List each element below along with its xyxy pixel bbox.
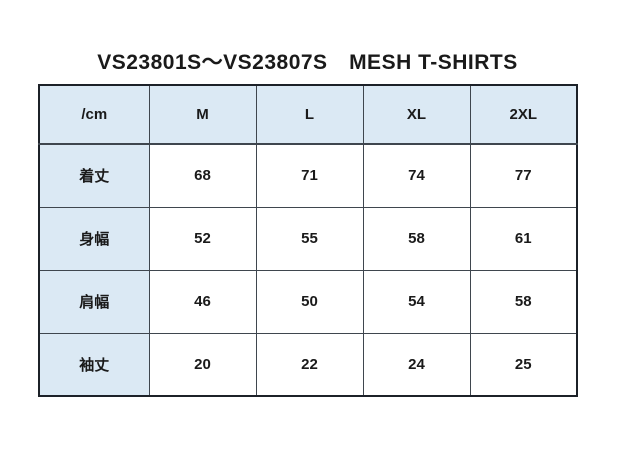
column-header-unit: /cm bbox=[38, 84, 150, 145]
row-label: 袖丈 bbox=[38, 332, 150, 397]
table-row-body-length: 着丈 68 71 74 77 bbox=[38, 143, 578, 208]
column-header-m: M bbox=[148, 84, 257, 145]
row-label: 肩幅 bbox=[38, 269, 150, 334]
table-row-shoulder-width: 肩幅 46 50 54 58 bbox=[38, 269, 578, 334]
data-cell: 24 bbox=[362, 332, 471, 397]
page-title: VS23801S～VS23807S MESH T-SHIRTS bbox=[97, 51, 518, 74]
data-cell: 20 bbox=[148, 332, 257, 397]
data-cell: 55 bbox=[255, 206, 364, 271]
row-label: 身幅 bbox=[38, 206, 150, 271]
data-cell: 68 bbox=[148, 143, 257, 208]
data-cell: 77 bbox=[469, 143, 578, 208]
data-cell: 52 bbox=[148, 206, 257, 271]
column-header-2xl: 2XL bbox=[469, 84, 578, 145]
data-cell: 54 bbox=[362, 269, 471, 334]
data-cell: 25 bbox=[469, 332, 578, 397]
header-row: /cm M L XL 2XL bbox=[38, 84, 578, 145]
size-chart-table: /cm M L XL 2XL 着丈 68 71 74 77 身幅 52 55 5… bbox=[38, 84, 578, 397]
data-cell: 22 bbox=[255, 332, 364, 397]
table-row-body-width: 身幅 52 55 58 61 bbox=[38, 206, 578, 271]
column-header-xl: XL bbox=[362, 84, 471, 145]
data-cell: 50 bbox=[255, 269, 364, 334]
table-row-sleeve-length: 袖丈 20 22 24 25 bbox=[38, 332, 578, 397]
data-cell: 58 bbox=[469, 269, 578, 334]
column-header-l: L bbox=[255, 84, 364, 145]
data-cell: 61 bbox=[469, 206, 578, 271]
data-cell: 74 bbox=[362, 143, 471, 208]
data-cell: 71 bbox=[255, 143, 364, 208]
data-cell: 46 bbox=[148, 269, 257, 334]
data-cell: 58 bbox=[362, 206, 471, 271]
row-label: 着丈 bbox=[38, 143, 150, 208]
